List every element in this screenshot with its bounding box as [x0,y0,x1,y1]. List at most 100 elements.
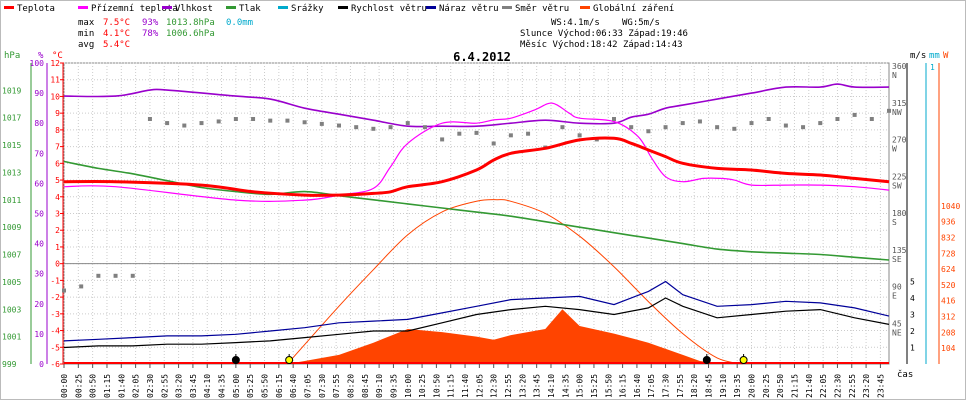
y-tick-celsius: 12 [50,59,60,68]
wind-direction-point [697,119,702,124]
x-tick-label: 09:35 [389,374,398,398]
y-tick-celsius: 10 [50,92,60,101]
x-tick-label: 12:55 [504,374,513,398]
series-vlhkost [63,83,890,128]
marker-sun [285,356,294,364]
y-tick-w: 520 [941,281,956,290]
y-tick-ms: 1 [910,344,915,353]
x-tick-label: 15:00 [576,374,585,398]
wind-direction-point [783,123,788,128]
wind-direction-point [526,131,531,136]
y-tick-direction-name: SE [892,255,902,264]
x-tick-label: 23:45 [876,374,885,398]
marker-sun [739,356,748,364]
y-tick-celsius: -6 [50,360,60,369]
x-tick-label: 10:50 [432,374,441,398]
y-tick-celsius: 7 [55,143,60,152]
x-tick-label: 15:50 [604,374,613,398]
y-tick-hpa: 1017 [2,114,21,123]
legend-swatch-4 [278,6,288,9]
x-tick-label: 03:20 [175,374,184,398]
y-tick-percent: 50 [34,210,44,219]
wind-direction-point [491,141,496,146]
y-tick-hpa: 1019 [2,86,21,95]
x-tick-label: 18:20 [690,374,699,398]
wind-direction-point [440,137,445,142]
x-tick-label: 20:50 [776,374,785,398]
x-tick-label: 05:00 [232,374,241,398]
x-tick-label: 04:10 [203,374,212,398]
y-tick-direction-name: W [892,145,897,154]
wind-direction-point [319,121,324,126]
y-tick-direction-name: SW [892,181,902,190]
x-tick-label: 19:35 [733,374,742,398]
y-tick-direction-name: E [892,292,897,301]
y-tick-celsius: -5 [50,343,60,352]
wind-direction-point [96,273,101,278]
x-tick-label: 21:40 [805,374,814,398]
wind-direction-point [887,108,891,113]
y-tick-percent: 30 [34,270,44,279]
wind-direction-point [182,123,187,128]
wind-direction-point [302,120,307,125]
wind-direction-point [147,117,152,121]
x-tick-label: 04:35 [218,374,227,398]
x-tick-label: 18:45 [705,374,714,398]
stats-min-pressure: 1006.6hPa [166,29,215,39]
y-tick-direction-name: S [892,218,897,227]
chart-title: 6.4.2012 [453,50,511,64]
x-tick-label: 06:15 [275,374,284,398]
y-tick-w: 832 [941,233,956,242]
legend-label-7: Směr větru [515,4,569,14]
y-tick-ms: 4 [910,294,915,303]
stats-avg-label: avg [78,40,94,50]
y-tick-celsius: 11 [50,76,60,85]
wind-direction-point [869,117,874,121]
y-tick-percent: 20 [34,300,44,309]
series-globalni-zareni [287,309,735,364]
x-tick-label: 16:15 [619,374,628,398]
y-tick-celsius: 1 [55,243,60,252]
y-tick-hpa: 1011 [2,196,21,205]
y-tick-w: 416 [941,297,956,306]
x-tick-label: 14:35 [561,374,570,398]
wind-direction-point [79,284,84,289]
y-tick-hpa: 1003 [2,305,21,314]
legend-label-2: Vlhkost [175,4,213,14]
x-axis-label: čas [897,369,913,380]
marker-moon [231,356,240,364]
stats-wind-gust: WG:5m/s [622,18,660,28]
legend-label-8: Globální záření [593,4,674,14]
wind-direction-point [405,121,410,126]
legend-swatch-5 [338,6,348,9]
wind-direction-point [663,125,668,130]
y-tick-hpa: 1007 [2,251,21,260]
wind-direction-point [268,118,273,123]
x-tick-label: 13:20 [518,374,527,398]
y-tick-celsius: 5 [55,176,60,185]
x-tick-label: 03:45 [189,374,198,398]
x-tick-label: 22:05 [819,374,828,398]
wind-direction-point [715,125,720,130]
x-tick-label: 02:55 [160,374,169,398]
y-tick-direction-deg: 360 [892,62,907,71]
stats-max-pressure: 1013.8hPa [166,18,215,28]
legend-swatch-7 [502,6,512,9]
axis-title-mm: mm [929,51,940,61]
wind-direction-point [388,125,393,130]
marker-moon [702,356,711,364]
y-tick-celsius: -3 [50,310,60,319]
x-tick-label: 00:25 [74,374,83,398]
y-tick-hpa: 1013 [2,168,21,177]
wind-direction-point [457,131,462,136]
stats-wind-speed: WS:4.1m/s [551,18,600,28]
series-smer-vetru [62,108,891,293]
y-tick-mm: 1 [930,63,935,72]
series-naraz-vetru [63,280,890,342]
y-tick-celsius: 4 [55,193,60,202]
series-teplota [63,136,890,197]
stats-max-humidity: 93% [142,18,159,28]
axis-title-ms: m/s [910,51,926,61]
wind-direction-point [766,117,771,121]
